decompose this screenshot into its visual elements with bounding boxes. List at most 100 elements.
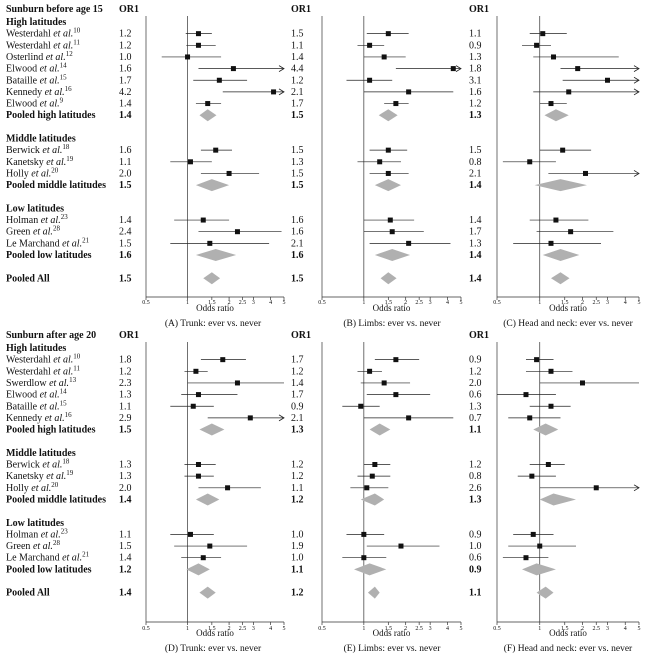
point-estimate (406, 415, 412, 421)
pooled-label: Pooled All (6, 273, 50, 284)
or-value: 2.0 (119, 168, 132, 179)
pooled-diamond (203, 272, 221, 285)
ci-arrow (633, 76, 640, 84)
point-estimate (385, 147, 391, 153)
pooled-diamond (195, 179, 230, 192)
pooled-diamond (199, 109, 217, 122)
x-tick-label: 0.5 (142, 626, 150, 632)
x-axis-label: Odds ratio (196, 628, 234, 638)
group-label: High latitudes (6, 343, 66, 354)
pooled-label: Pooled middle latitudes (6, 494, 106, 505)
pooled-diamond (550, 272, 570, 285)
panel-1: Sunburn before age 15 High latitudes Weste… (6, 4, 641, 329)
point-estimate (579, 380, 585, 386)
ci-arrow (278, 88, 285, 96)
pooled-diamond (360, 493, 385, 506)
point-estimate (553, 217, 559, 223)
or-value: 1.2 (119, 40, 132, 51)
x-tick-label: 3 (252, 300, 255, 306)
x-tick-label: 3 (252, 626, 255, 632)
point-estimate (230, 66, 236, 72)
pooled-or-value: 1.5 (291, 273, 304, 284)
pooled-diamond (186, 563, 210, 576)
point-estimate (560, 147, 566, 153)
or-value: 1.2 (291, 460, 304, 471)
point-estimate (575, 66, 581, 72)
or-value: 1.0 (469, 541, 482, 552)
group-label: High latitudes (6, 17, 66, 28)
pooled-diamond (533, 423, 559, 436)
point-estimate (190, 403, 196, 409)
point-estimate (393, 357, 399, 363)
point-estimate (195, 392, 201, 398)
forest-column-c: OR1 0.5 1 1.5 2 2.5 3 4 5 Odds ratio (C) Head and … (469, 4, 641, 329)
pooled-label: Pooled middle latitudes (6, 180, 106, 191)
x-tick-label: 4 (446, 300, 449, 306)
x-tick-label: 2.5 (415, 300, 423, 306)
x-tick-label: 1.5 (561, 626, 569, 632)
point-estimate (207, 240, 213, 246)
pooled-diamond (199, 586, 216, 599)
x-tick-label: 2 (228, 300, 231, 306)
point-estimate (548, 101, 554, 107)
or-value: 2.0 (119, 483, 132, 494)
point-estimate (225, 485, 231, 491)
x-tick-label: 1 (362, 300, 365, 306)
or-header: OR1 (119, 4, 139, 15)
x-tick-label: 1.5 (561, 300, 569, 306)
study-label: Berwick et al.18 (6, 143, 70, 156)
or-value: 1.8 (119, 355, 132, 366)
pooled-or-value: 1.3 (469, 494, 482, 505)
point-estimate (195, 31, 201, 37)
or-value: 1.3 (469, 52, 482, 63)
study-label: Kennedy et al.16 (6, 411, 72, 424)
point-estimate (523, 555, 529, 561)
point-estimate (593, 485, 599, 491)
point-estimate (205, 101, 211, 107)
x-tick-label: 4 (624, 300, 627, 306)
ci-arrow (633, 65, 640, 72)
point-estimate (406, 89, 412, 95)
or-header: OR1 (291, 330, 311, 341)
point-estimate (220, 357, 226, 363)
x-tick-label: 1 (538, 626, 541, 632)
point-estimate (387, 217, 393, 223)
x-axis-label: Odds ratio (373, 303, 411, 313)
pooled-diamond (354, 563, 387, 576)
or-value: 1.4 (291, 378, 304, 389)
or-header: OR1 (469, 330, 489, 341)
point-estimate (381, 54, 387, 60)
ci-arrow (278, 65, 285, 72)
or-value: 2.9 (119, 413, 132, 424)
point-estimate (247, 415, 253, 421)
x-tick-label: 4 (269, 300, 272, 306)
x-tick-label: 3 (606, 300, 609, 306)
or-value: 1.3 (291, 157, 304, 168)
point-estimate (568, 229, 574, 235)
study-label: Elwood et al.14 (6, 388, 67, 401)
point-estimate (234, 380, 240, 386)
x-tick-label: 2.5 (239, 626, 247, 632)
ci-arrow (633, 170, 640, 177)
study-label: Westerdahl et al.11 (6, 38, 80, 51)
or-value: 1.6 (291, 215, 304, 226)
x-tick-label: 3 (606, 626, 609, 632)
x-tick-label: 5 (283, 626, 286, 632)
point-estimate (185, 54, 191, 60)
or-value: 1.4 (119, 553, 132, 564)
panel-caption: (E) Limbs: ever vs. never (344, 643, 442, 654)
or-value: 0.6 (469, 553, 482, 564)
or-value: 1.2 (469, 366, 482, 377)
panel-caption: (A) Trunk: ever vs. never (165, 318, 262, 329)
or-value: 1.3 (119, 390, 132, 401)
x-axis-label: Odds ratio (549, 303, 587, 313)
x-axis-label: Odds ratio (549, 628, 587, 638)
or-value: 1.7 (119, 75, 132, 86)
panel-caption: (B) Limbs: ever vs. never (343, 318, 441, 329)
ci-arrow (633, 88, 640, 96)
or-value: 1.0 (291, 529, 304, 540)
study-label: Elwood et al.9 (6, 97, 64, 110)
section-title: Sunburn before age 15 (6, 4, 103, 15)
or-value: 1.0 (291, 553, 304, 564)
study-label: Bataille et al.15 (6, 399, 67, 412)
